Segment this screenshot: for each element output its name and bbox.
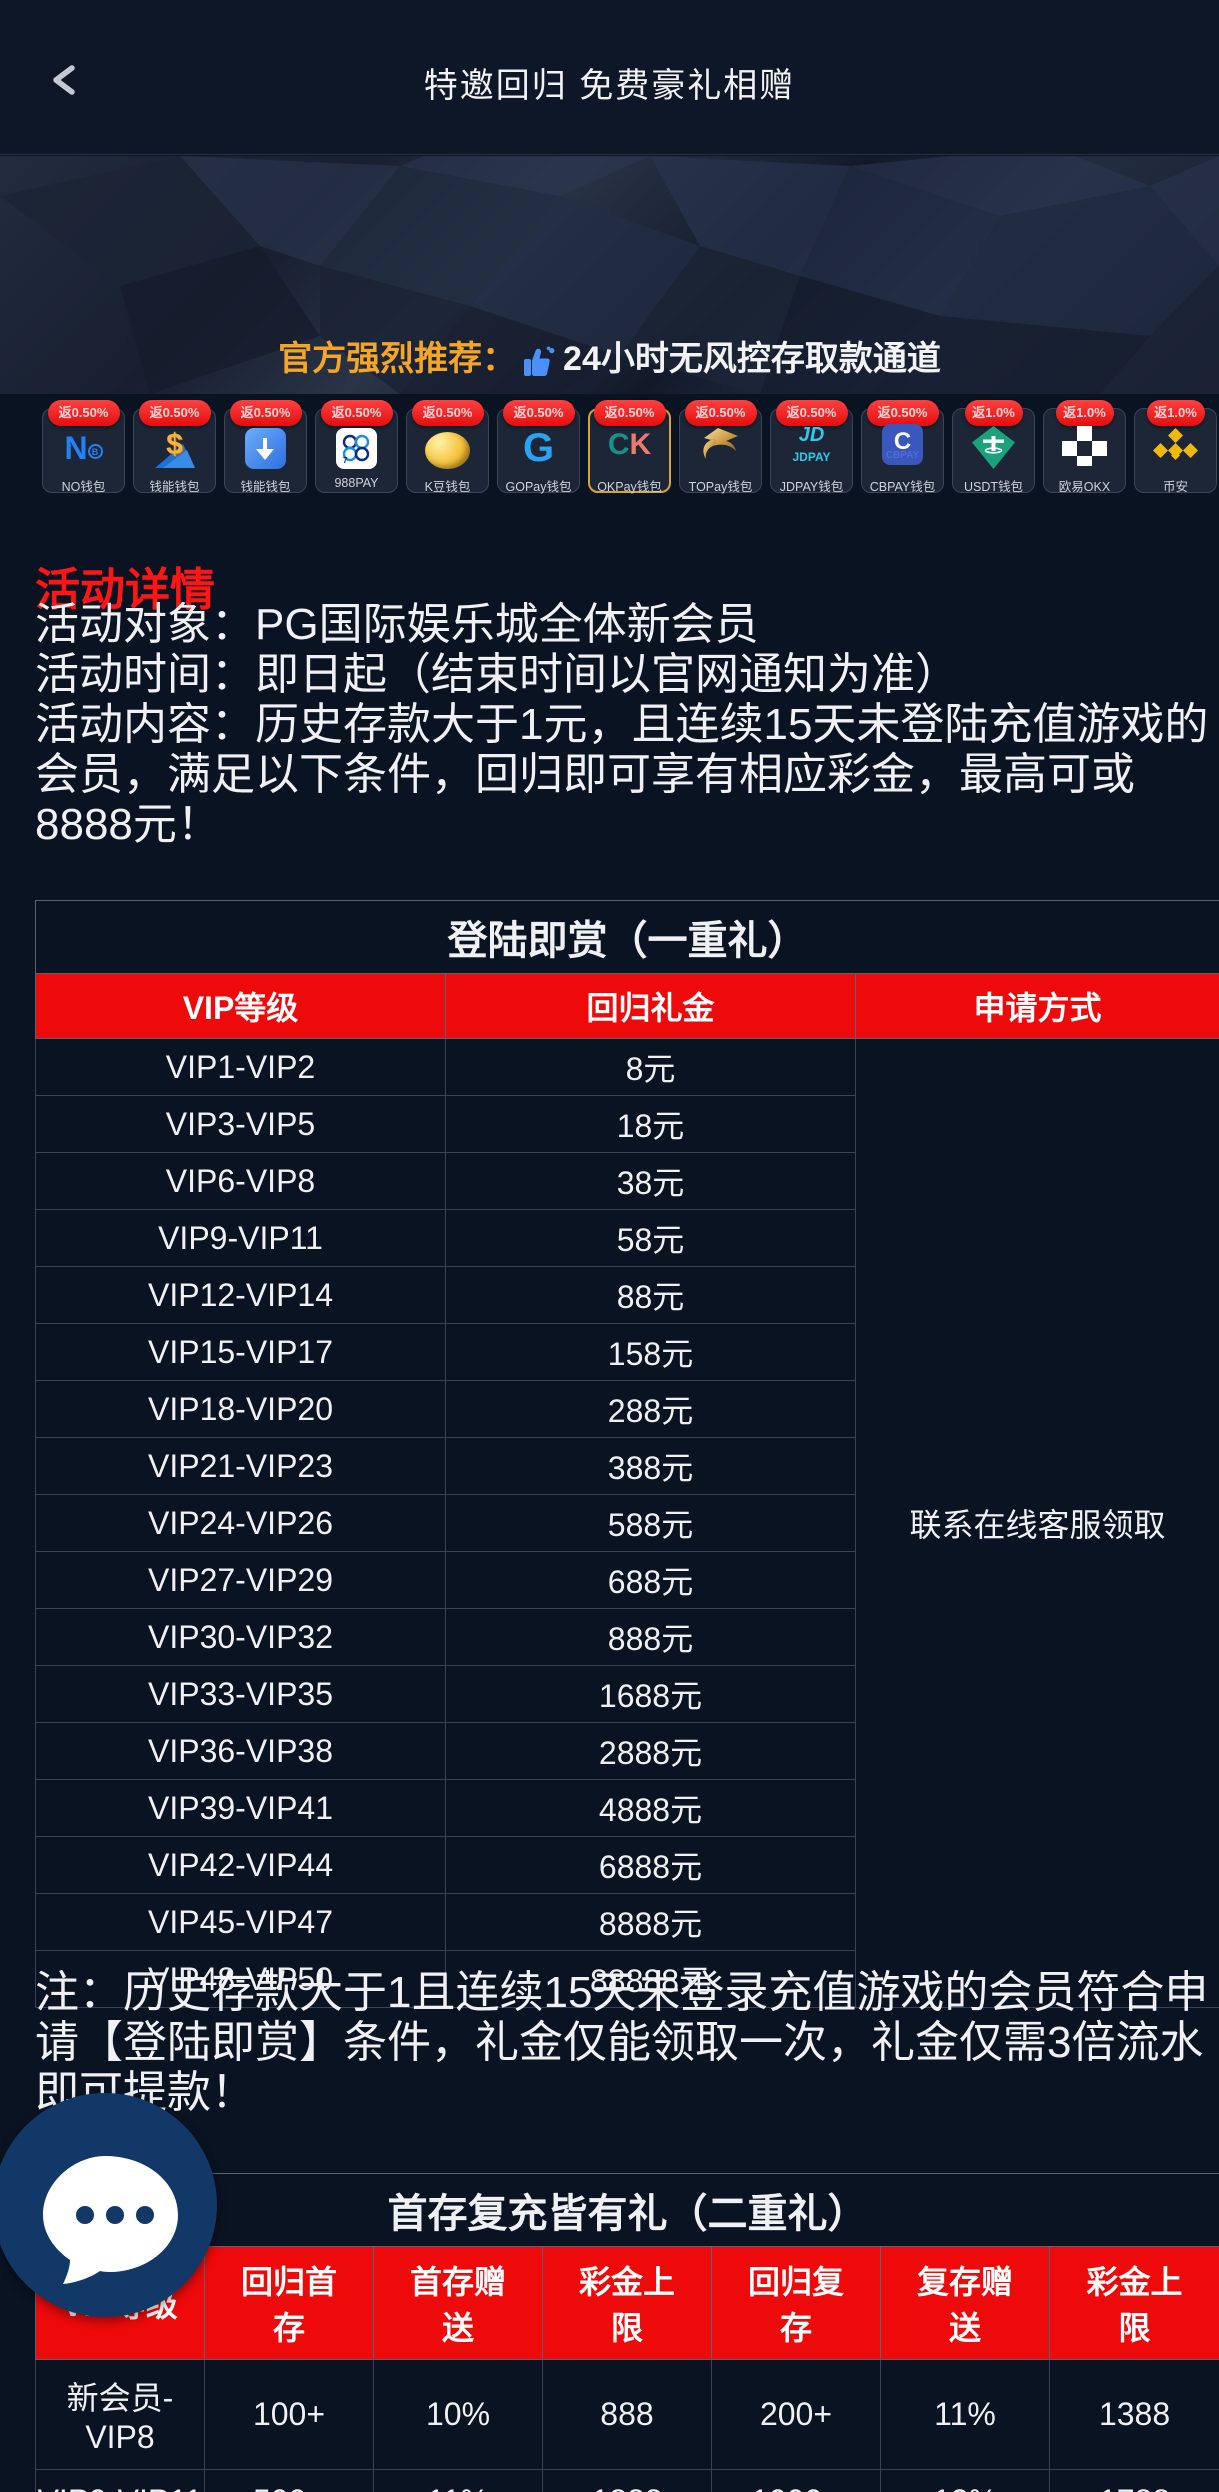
svg-text:7: 7 [343,456,348,464]
